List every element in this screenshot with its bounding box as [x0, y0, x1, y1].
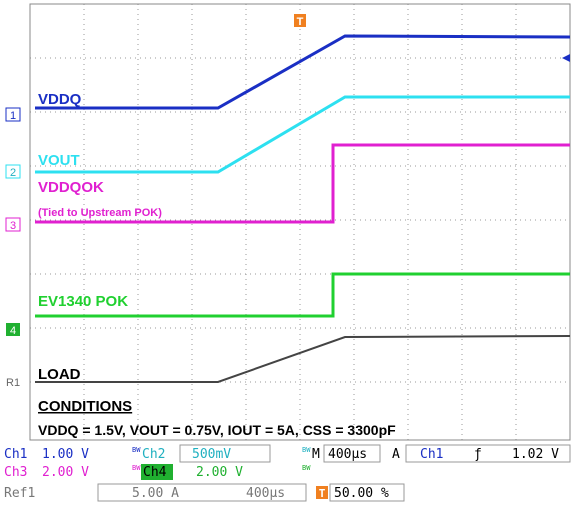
trace-note: (Tied to Upstream POK)	[38, 207, 162, 219]
status: M	[312, 447, 320, 462]
marker: 4	[10, 325, 16, 337]
trace-label: VDDQOK	[38, 179, 104, 196]
conditions-title: CONDITIONS	[38, 398, 132, 415]
marker: R1	[6, 377, 20, 389]
status: 400µs	[246, 486, 285, 501]
marker: 1	[10, 110, 16, 122]
trigger-box	[294, 14, 306, 27]
trace-label: VOUT	[38, 152, 80, 169]
status: Ch3	[4, 465, 27, 480]
status: Ch2	[142, 447, 165, 462]
status: 1.00 V	[42, 447, 89, 462]
status: ƒ	[474, 447, 482, 462]
trace-label: LOAD	[38, 366, 81, 383]
trigger-marker: T	[297, 16, 304, 28]
status: BW	[132, 446, 141, 454]
status: Ref1	[4, 486, 35, 501]
trace-label: EV1340 POK	[38, 293, 128, 310]
status: T	[319, 487, 326, 500]
vout-wave	[35, 95, 570, 174]
conditions-text: VDDQ = 1.5V, VOUT = 0.75V, IOUT = 5A, CS…	[38, 422, 396, 438]
status: A	[392, 447, 400, 462]
status: Ch4	[143, 465, 167, 480]
status: BW	[132, 464, 141, 472]
status: 400µs	[328, 447, 367, 462]
vddqok-wave	[35, 143, 570, 224]
level-arrow	[562, 54, 570, 62]
status: 50.00 %	[334, 486, 389, 501]
waveforms	[35, 34, 571, 383]
status-bar	[0, 442, 574, 510]
status: 2.00 V	[196, 465, 243, 480]
marker: 3	[10, 220, 16, 232]
status: 5.00 A	[132, 486, 179, 501]
status: BW	[302, 446, 311, 454]
load-wave	[35, 335, 571, 383]
status: 1.02 V	[512, 447, 559, 462]
status: Ch1	[420, 447, 443, 462]
status: Ch1	[4, 447, 27, 462]
channel-markers: 1 2 3 4 R1	[5, 107, 21, 389]
status: BW	[302, 464, 311, 472]
pok-wave	[35, 272, 570, 318]
vddq-wave	[35, 34, 571, 110]
trace-label: VDDQ	[38, 91, 82, 108]
status: 2.00 V	[42, 465, 89, 480]
marker: 2	[10, 167, 16, 179]
plot-frame	[29, 3, 571, 441]
status: 500mV	[192, 447, 231, 462]
